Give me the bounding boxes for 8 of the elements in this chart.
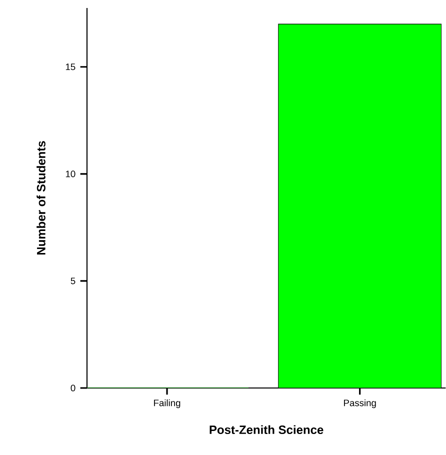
x-axis-title: Post-Zenith Science bbox=[210, 425, 324, 434]
x-tick-label: Passing bbox=[344, 399, 376, 408]
y-tick-label: 15 bbox=[66, 64, 76, 70]
y-tick-label: 0 bbox=[70, 384, 76, 392]
y-tick-label: 10 bbox=[66, 170, 76, 178]
y-tick-label: 5 bbox=[70, 278, 76, 284]
x-tick-label: Failing bbox=[154, 399, 180, 408]
y-axis-title: Number of Students bbox=[36, 141, 46, 255]
